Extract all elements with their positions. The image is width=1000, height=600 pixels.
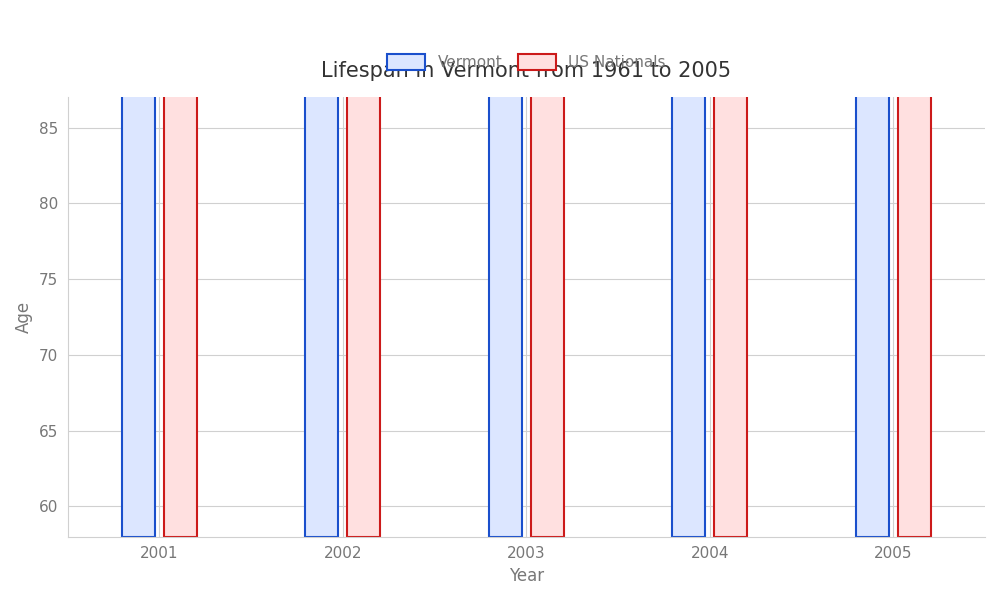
Title: Lifespan in Vermont from 1961 to 2005: Lifespan in Vermont from 1961 to 2005 xyxy=(321,61,731,80)
Bar xyxy=(164,0,197,537)
Bar xyxy=(898,0,931,537)
Bar xyxy=(672,0,705,537)
Bar xyxy=(489,0,522,537)
Y-axis label: Age: Age xyxy=(15,301,33,333)
Bar xyxy=(305,0,338,537)
Bar xyxy=(531,0,564,537)
Bar xyxy=(714,0,747,537)
Bar xyxy=(122,0,155,537)
Legend: Vermont, US Nationals: Vermont, US Nationals xyxy=(381,48,672,76)
Bar xyxy=(856,0,889,537)
X-axis label: Year: Year xyxy=(509,567,544,585)
Bar xyxy=(347,0,380,537)
